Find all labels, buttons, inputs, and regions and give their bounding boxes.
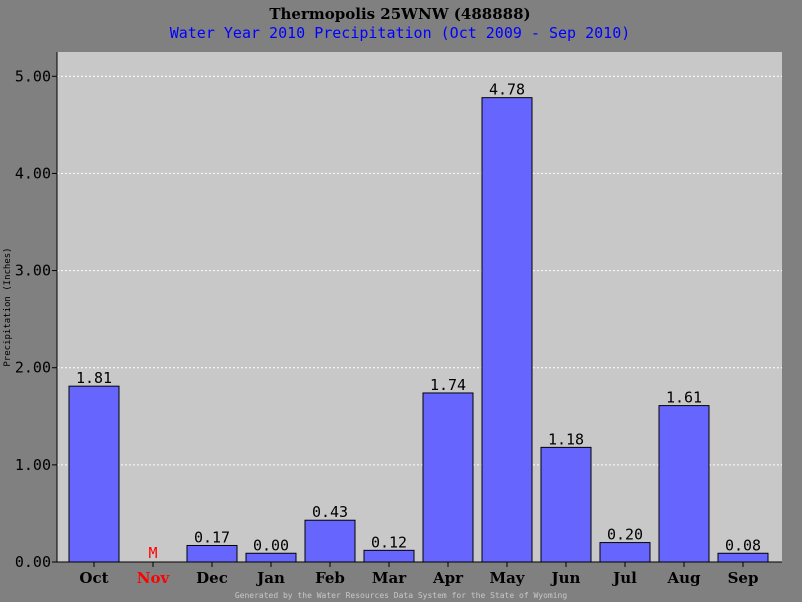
y-axis-label: Precipitation (Inches) — [3, 247, 13, 366]
x-tick-label-mar: Mar — [372, 569, 407, 587]
x-tick-label-jul: Jul — [611, 569, 637, 587]
bar-aug — [658, 405, 710, 563]
data-label-jul: 0.20 — [607, 526, 643, 544]
data-label-mar: 0.12 — [371, 533, 407, 551]
bar-jan — [245, 552, 297, 563]
x-tick-label-jun: Jun — [550, 569, 581, 587]
x-tick-label-apr: Apr — [432, 569, 464, 587]
data-label-aug: 1.61 — [666, 389, 702, 407]
data-label-jan: 0.00 — [253, 536, 289, 554]
x-tick-label-may: May — [489, 569, 525, 587]
data-label-dec: 0.17 — [194, 528, 230, 546]
chart-subtitle: Water Year 2010 Precipitation (Oct 2009 … — [170, 24, 631, 42]
bar-jul — [599, 542, 651, 563]
x-tick-label-oct: Oct — [79, 569, 108, 587]
data-label-apr: 1.74 — [430, 376, 466, 394]
chart-title: Thermopolis 25WNW (488888) — [269, 5, 530, 23]
data-label-feb: 0.43 — [312, 503, 348, 521]
x-tick-label-nov: Nov — [137, 569, 171, 587]
data-label-may: 4.78 — [489, 81, 525, 99]
bar-oct — [68, 385, 120, 563]
data-label-oct: 1.81 — [76, 369, 112, 387]
y-tick-label: 1.00 — [15, 456, 51, 474]
y-tick-label: 5.00 — [15, 67, 51, 85]
bar-feb — [304, 519, 356, 563]
x-tick-label-feb: Feb — [315, 569, 345, 587]
y-tick-label: 3.00 — [15, 262, 51, 280]
x-tick-label-dec: Dec — [196, 569, 228, 587]
x-tick-label-aug: Aug — [666, 569, 701, 587]
data-label-jun: 1.18 — [548, 430, 584, 448]
bar-jun — [540, 446, 592, 563]
y-tick-label: 0.00 — [15, 553, 51, 571]
x-tick-labels: Oct Nov Dec Jan Feb Mar Apr May Jun Jul Aug Sep — [79, 562, 758, 587]
data-label-sep: 0.08 — [725, 536, 761, 554]
missing-label-nov: M — [148, 544, 157, 562]
bar-may — [481, 97, 533, 563]
bar-apr — [422, 392, 474, 563]
footer-credit: Generated by the Water Resources Data Sy… — [235, 591, 568, 600]
y-tick-label: 4.00 — [15, 164, 51, 182]
y-tick-label: 2.00 — [15, 359, 51, 377]
x-tick-label-jan: Jan — [255, 569, 285, 587]
bars-group: 1.81 M 0.17 0.00 0.43 0.12 1.74 4.78 1.18 0.20 1.6… — [68, 81, 769, 563]
bar-dec — [186, 544, 238, 563]
bar-sep — [717, 552, 769, 563]
y-tick-labels: 0.00 1.00 2.00 3.00 4.00 5.00 — [15, 67, 57, 571]
bar-mar — [363, 549, 415, 563]
x-tick-label-sep: Sep — [728, 569, 759, 587]
